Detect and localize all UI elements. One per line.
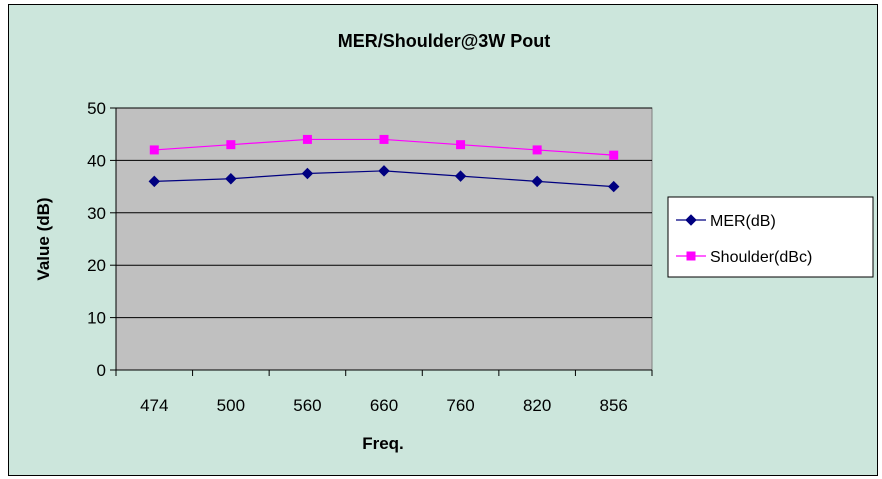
y-tick-label: 40	[87, 151, 106, 170]
x-tick-label: 500	[217, 396, 245, 415]
series-group	[148, 134, 620, 193]
x-axis-label: Freq.	[362, 434, 404, 453]
data-point	[301, 167, 314, 180]
legend-box	[667, 196, 874, 278]
x-tick-label: 560	[293, 396, 321, 415]
y-tick-labels: 0 10 20 30 40 50	[87, 99, 106, 380]
data-point	[531, 175, 543, 188]
series-shoulder-dbc	[149, 134, 619, 160]
x-tick-label: 856	[600, 396, 628, 415]
data-point	[532, 145, 542, 155]
x-tick-label: 760	[446, 396, 474, 415]
data-point	[148, 175, 160, 188]
axes	[110, 107, 653, 376]
x-tick-label: 660	[370, 396, 398, 415]
series-mer-db	[148, 165, 620, 193]
data-point	[686, 251, 696, 261]
y-tick-label: 50	[87, 99, 106, 118]
x-tick-label: 820	[523, 396, 551, 415]
legend: MER(dB) Shoulder(dBc)	[667, 196, 874, 278]
legend-label: Shoulder(dBc)	[710, 249, 812, 266]
x-tick-label: 474	[140, 396, 168, 415]
data-point	[379, 134, 389, 144]
y-tick-label: 10	[87, 309, 106, 328]
data-point	[608, 180, 620, 193]
legend-label: MER(dB)	[710, 213, 776, 230]
y-tick-label: 20	[87, 256, 106, 275]
data-point	[226, 140, 236, 150]
data-point	[302, 134, 312, 144]
data-point	[454, 170, 467, 182]
y-axis-label: Value (dB)	[34, 197, 53, 280]
x-tick-labels: 474 500 560 660 760 820 856	[140, 396, 628, 415]
legend-item: MER(dB)	[676, 213, 776, 230]
y-tick-label: 30	[87, 204, 106, 223]
data-point	[685, 214, 697, 226]
y-tick-label: 0	[97, 361, 106, 380]
legend-item: Shoulder(dBc)	[676, 249, 812, 266]
chart-title: MER/Shoulder@3W Pout	[338, 31, 551, 51]
data-point	[609, 150, 619, 160]
data-point	[149, 145, 159, 155]
data-point	[456, 140, 466, 150]
data-point	[378, 165, 390, 177]
gridlines	[116, 107, 652, 319]
data-point	[225, 173, 237, 185]
